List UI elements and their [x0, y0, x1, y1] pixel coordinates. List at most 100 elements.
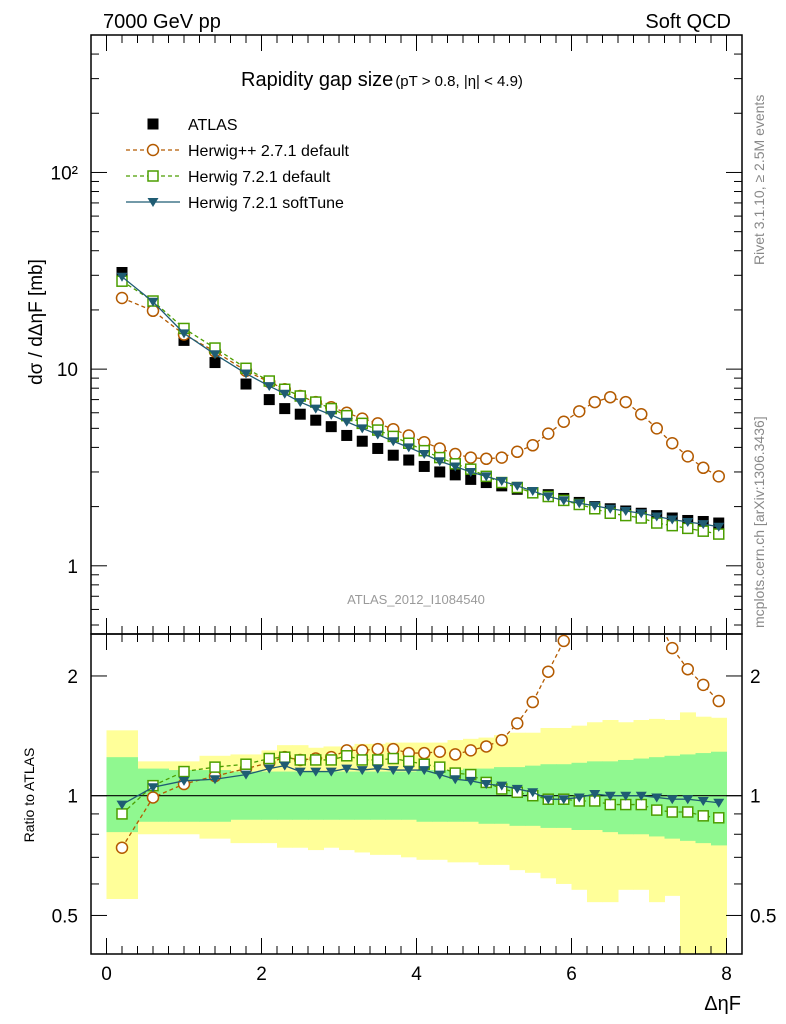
ratio-point: [557, 634, 570, 648]
ratio-point: [526, 695, 539, 709]
x-tick-label: 2: [256, 964, 267, 985]
main-point: [604, 504, 616, 514]
ratio-point: [697, 796, 709, 806]
main-point: [387, 437, 399, 447]
main-point: [449, 462, 461, 472]
ratio-point: [666, 806, 678, 818]
main-point: [325, 410, 337, 420]
main-point: [573, 405, 586, 418]
ratio-point: [480, 740, 493, 753]
ratio-point: [341, 764, 353, 774]
ratio-point: [403, 766, 415, 776]
main-y-tick-label: 10: [57, 360, 78, 381]
ratio-point: [635, 798, 647, 811]
ratio-panel-series: [115, 634, 725, 854]
main-point: [294, 398, 306, 408]
main-point: [712, 470, 725, 483]
green-band-bin: [106, 757, 138, 833]
main-point: [325, 421, 337, 433]
legend-marker: [146, 143, 160, 157]
main-point: [511, 481, 523, 491]
main-point: [146, 304, 160, 318]
main-point: [480, 452, 493, 466]
ratio-point: [116, 808, 128, 820]
ratio-point: [263, 764, 275, 774]
ratio-y-axis-label: Ratio to ATLAS: [21, 748, 37, 843]
ratio-point: [635, 791, 647, 801]
chart-title: Rapidity gap size (pT > 0.8, |η| < 4.9): [241, 69, 523, 91]
legend-label: Herwig 7.2.1 default: [188, 169, 331, 186]
main-point: [465, 473, 477, 485]
ratio-point: [573, 793, 585, 803]
main-point: [294, 408, 306, 420]
main-point: [387, 449, 399, 461]
main-point: [310, 404, 322, 414]
main-point: [620, 506, 632, 516]
ratio-point: [713, 798, 725, 808]
main-point: [449, 469, 461, 481]
ratio-point: [294, 767, 306, 777]
ratio-point: [651, 804, 663, 816]
main-point: [418, 450, 430, 460]
ratio-point: [240, 770, 252, 780]
main-point: [434, 457, 446, 467]
ratio-point: [433, 745, 446, 758]
main-point: [604, 390, 617, 404]
ratio-point: [604, 791, 616, 801]
legend-marker: [147, 170, 159, 182]
ratio-point: [341, 750, 353, 762]
main-point: [279, 403, 291, 415]
ratio-point: [666, 641, 679, 655]
legend-marker: [147, 198, 159, 207]
main-point: [115, 291, 129, 305]
legend-entry: Herwig 7.2.1 default: [126, 169, 331, 186]
ratio-point: [511, 784, 523, 794]
ratio-point: [418, 746, 431, 760]
ratio-point: [310, 754, 322, 766]
main-point: [356, 424, 368, 434]
main-y-tick-label: 1: [67, 557, 78, 578]
main-point: [480, 477, 492, 489]
main-point: [558, 496, 570, 506]
ratio-point: [371, 742, 384, 756]
ratio-point: [387, 766, 399, 776]
main-point: [588, 395, 601, 409]
main-point: [372, 430, 384, 440]
ratio-point: [209, 775, 221, 785]
chart-title-cuts: (pT > 0.8, |η| < 4.9): [395, 73, 523, 90]
ratio-point: [115, 841, 129, 854]
ratio-point: [387, 752, 399, 765]
main-point: [449, 447, 462, 461]
x-tick-label: 0: [101, 964, 112, 985]
main-point: [147, 297, 159, 307]
ratio-series-clip: [115, 634, 725, 854]
ratio-point: [495, 733, 508, 747]
ratio-point: [589, 789, 601, 799]
ratio-point: [620, 791, 632, 801]
ratio-point: [310, 767, 322, 777]
chart-title-main: Rapidity gap size: [241, 69, 393, 91]
main-point: [263, 382, 275, 392]
x-tick-label: 6: [566, 964, 577, 985]
ratio-point: [240, 758, 252, 770]
main-point: [557, 415, 570, 429]
main-point: [418, 460, 430, 472]
ratio-point: [666, 795, 678, 805]
legend-label: Herwig 7.2.1 softTune: [188, 195, 344, 212]
ratio-point: [620, 798, 632, 811]
main-y-axis-label: dσ / dΔηF [mb]: [26, 259, 47, 385]
ratio-point: [511, 717, 524, 730]
main-series-3: [116, 272, 725, 532]
main-point: [403, 443, 415, 453]
ratio-y-tick-label-left: 2: [67, 667, 78, 688]
main-point: [496, 476, 508, 486]
ratio-point: [449, 748, 462, 761]
ratio-y-tick-label-left: 0.5: [52, 906, 78, 927]
main-point: [666, 436, 679, 450]
ratio-panel-ticks: 0.5 0.5 1 1 2 2 0 2 4 6 8: [52, 634, 776, 985]
legend-entry: Herwig++ 2.7.1 default: [126, 143, 350, 160]
x-axis-label: ΔηF: [704, 993, 741, 1015]
main-series-line: [121, 280, 719, 535]
main-point: [495, 451, 508, 464]
